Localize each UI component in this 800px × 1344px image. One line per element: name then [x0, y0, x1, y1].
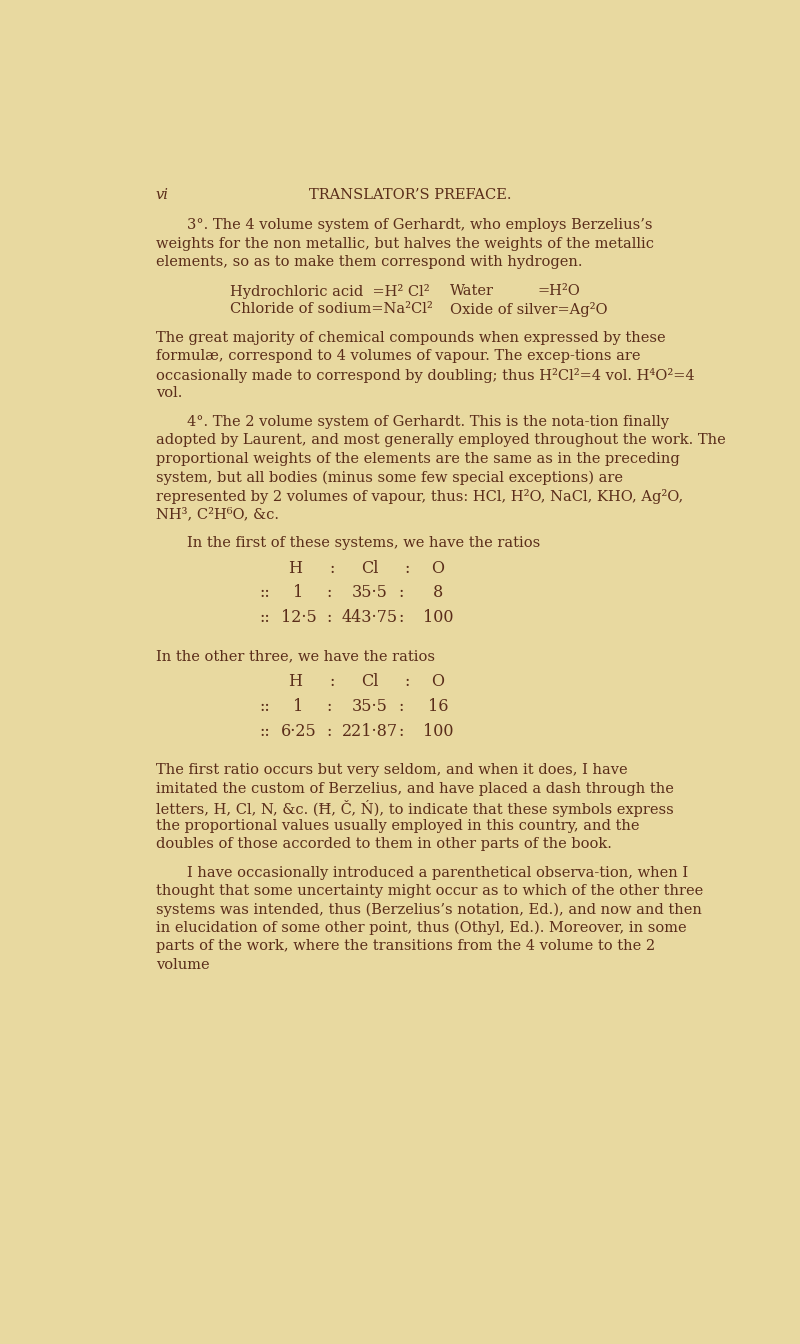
Text: 6·25: 6·25	[281, 723, 316, 741]
Text: elements, so as to make them correspond with hydrogen.: elements, so as to make them correspond …	[156, 255, 582, 269]
Text: O: O	[431, 559, 445, 577]
Text: I have occasionally introduced a parenthetical observa-tion, when I: I have occasionally introduced a parenth…	[187, 866, 688, 880]
Text: the proportional values usually employed in this country, and the: the proportional values usually employed…	[156, 818, 639, 833]
Text: formulæ, correspond to 4 volumes of vapour. The excep-tions are: formulæ, correspond to 4 volumes of vapo…	[156, 349, 640, 363]
Text: 221·87: 221·87	[342, 723, 398, 741]
Text: :: :	[398, 698, 403, 715]
Text: represented by 2 volumes of vapour, thus: HCl, H²O, NaCl, KHO, Ag²O,: represented by 2 volumes of vapour, thus…	[156, 489, 683, 504]
Text: :: :	[326, 585, 332, 601]
Text: 100: 100	[422, 723, 453, 741]
Text: doubles of those accorded to them in other parts of the book.: doubles of those accorded to them in oth…	[156, 837, 612, 851]
Text: Cl: Cl	[361, 559, 378, 577]
Text: H: H	[288, 673, 302, 691]
Text: The first ratio occurs but very seldom, and when it does, I have: The first ratio occurs but very seldom, …	[156, 763, 627, 777]
Text: :: :	[404, 673, 410, 691]
Text: :: :	[330, 559, 335, 577]
Text: 1: 1	[294, 585, 303, 601]
Text: weights for the non metallic, but halves the weights of the metallic: weights for the non metallic, but halves…	[156, 237, 654, 250]
Text: adopted by Laurent, and most generally employed throughout the work. The: adopted by Laurent, and most generally e…	[156, 434, 726, 448]
Text: 35·5: 35·5	[352, 585, 388, 601]
Text: 443·75: 443·75	[342, 609, 398, 626]
Text: 100: 100	[422, 609, 453, 626]
Text: :: :	[326, 609, 332, 626]
Text: ::: ::	[259, 698, 270, 715]
Text: vi: vi	[156, 188, 169, 202]
Text: In the first of these systems, we have the ratios: In the first of these systems, we have t…	[187, 536, 540, 550]
Text: imitated the custom of Berzelius, and have placed a dash through the: imitated the custom of Berzelius, and ha…	[156, 782, 674, 796]
Text: Hydrochloric acid  =H² Cl²: Hydrochloric acid =H² Cl²	[230, 284, 430, 298]
Text: ::: ::	[259, 609, 270, 626]
Text: H: H	[288, 559, 302, 577]
Text: occasionally made to correspond by doubling; thus H²Cl²=4 vol. H⁴O²=4: occasionally made to correspond by doubl…	[156, 368, 694, 383]
Text: 4°. The 2 volume system of Gerhardt. This is the nota-tion finally: 4°. The 2 volume system of Gerhardt. Thi…	[187, 415, 669, 429]
Text: Chloride of sodium=Na²Cl²: Chloride of sodium=Na²Cl²	[230, 302, 433, 316]
Text: :: :	[404, 559, 410, 577]
Text: 16: 16	[428, 698, 448, 715]
Text: The great majority of chemical compounds when expressed by these: The great majority of chemical compounds…	[156, 331, 666, 345]
Text: :: :	[398, 723, 403, 741]
Text: Oxide of silver=Ag²O: Oxide of silver=Ag²O	[450, 302, 608, 317]
Text: 35·5: 35·5	[352, 698, 388, 715]
Text: NH³, C²H⁶O, &c.: NH³, C²H⁶O, &c.	[156, 507, 279, 521]
Text: in elucidation of some other point, thus (Othyl, Ed.). Moreover, in some: in elucidation of some other point, thus…	[156, 921, 686, 935]
Text: Cl: Cl	[361, 673, 378, 691]
Text: 12·5: 12·5	[281, 609, 316, 626]
Text: :: :	[326, 698, 332, 715]
Text: system, but all bodies (minus some few special exceptions) are: system, but all bodies (minus some few s…	[156, 470, 622, 485]
Text: =H²O: =H²O	[537, 284, 580, 298]
Text: ::: ::	[259, 723, 270, 741]
Text: 1: 1	[294, 698, 303, 715]
Text: volume: volume	[156, 958, 210, 972]
Text: O: O	[431, 673, 445, 691]
Text: 3°. The 4 volume system of Gerhardt, who employs Berzelius’s: 3°. The 4 volume system of Gerhardt, who…	[187, 218, 652, 233]
Text: vol.: vol.	[156, 386, 182, 401]
Text: parts of the work, where the transitions from the 4 volume to the 2: parts of the work, where the transitions…	[156, 939, 655, 953]
Text: :: :	[398, 609, 403, 626]
Text: TRANSLATOR’S PREFACE.: TRANSLATOR’S PREFACE.	[309, 188, 511, 202]
Text: :: :	[326, 723, 332, 741]
Text: In the other three, we have the ratios: In the other three, we have the ratios	[156, 649, 435, 664]
Text: systems was intended, thus (Berzelius’s notation, Ed.), and now and then: systems was intended, thus (Berzelius’s …	[156, 903, 702, 917]
Text: 8: 8	[433, 585, 443, 601]
Text: thought that some uncertainty might occur as to which of the other three: thought that some uncertainty might occu…	[156, 884, 703, 898]
Text: Water: Water	[450, 284, 494, 298]
Text: :: :	[330, 673, 335, 691]
Text: letters, H, Cl, N, &c. (Ħ, Č, Ń), to indicate that these symbols express: letters, H, Cl, N, &c. (Ħ, Č, Ń), to ind…	[156, 800, 674, 817]
Text: proportional weights of the elements are the same as in the preceding: proportional weights of the elements are…	[156, 452, 679, 466]
Text: ::: ::	[259, 585, 270, 601]
Text: :: :	[398, 585, 403, 601]
